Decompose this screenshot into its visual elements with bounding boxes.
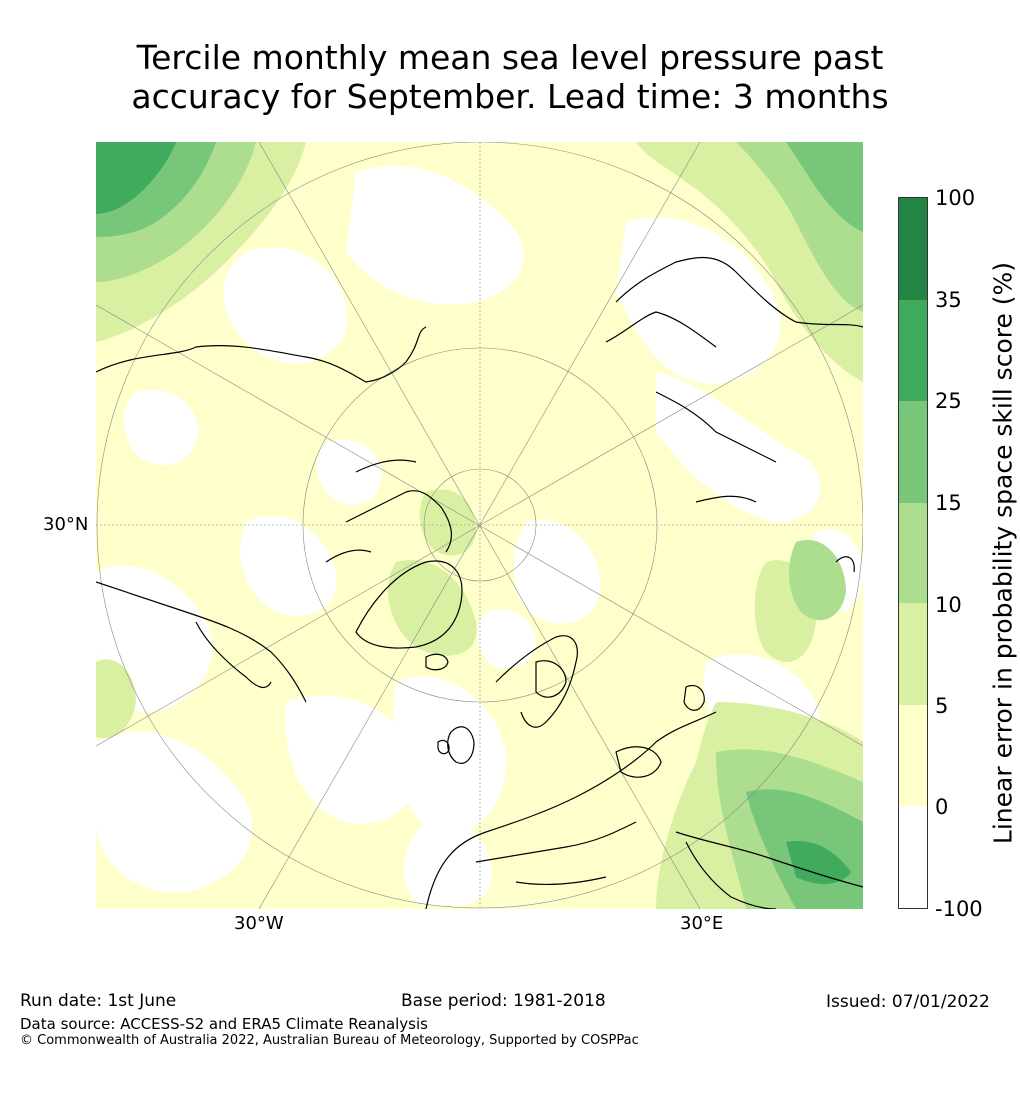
colorbar-segment (899, 704, 927, 807)
base-period: Base period: 1981-2018 (401, 991, 606, 1011)
colorbar-tick: 5 (935, 694, 949, 718)
colorbar-tick: -100 (935, 897, 983, 921)
colorbar-title: Linear error in probability space skill … (988, 261, 1018, 845)
meridian-line (96, 304, 863, 747)
skill-25-35-regions (96, 142, 851, 884)
lon-label-30w: 30°W (234, 913, 284, 934)
issued-date: Issued: 07/01/2022 (826, 992, 990, 1012)
map-title: Tercile monthly mean sea level pressure … (0, 38, 1020, 116)
colorbar-segment (899, 299, 927, 402)
lon-label-30e: 30°E (680, 913, 724, 934)
polar-skill-map (96, 142, 863, 909)
title-line-1: Tercile monthly mean sea level pressure … (136, 38, 884, 77)
colorbar-tick: 10 (935, 593, 962, 617)
colorbar-segment (899, 401, 927, 503)
colorbar-segment (899, 198, 927, 300)
title-line-2: accuracy for September. Lead time: 3 mon… (131, 77, 889, 116)
colorbar-segment (899, 806, 927, 908)
lat-label-30n: 30°N (43, 514, 89, 535)
colorbar-tick: 35 (935, 288, 962, 312)
map-canvas (96, 142, 863, 909)
colorbar-segment (899, 502, 927, 605)
coastlines (96, 256, 863, 909)
copyright: © Commonwealth of Australia 2022, Austra… (20, 1033, 639, 1048)
colorbar-tick: 25 (935, 389, 962, 413)
run-date: Run date: 1st June (20, 991, 177, 1011)
colorbar (898, 197, 928, 909)
data-source: Data source: ACCESS-S2 and ERA5 Climate … (20, 1015, 428, 1033)
colorbar-tick: 0 (935, 795, 949, 819)
colorbar-segment (899, 603, 927, 705)
graticule (96, 142, 863, 909)
colorbar-tick: 100 (935, 186, 976, 210)
colorbar-tick: 15 (935, 491, 962, 515)
